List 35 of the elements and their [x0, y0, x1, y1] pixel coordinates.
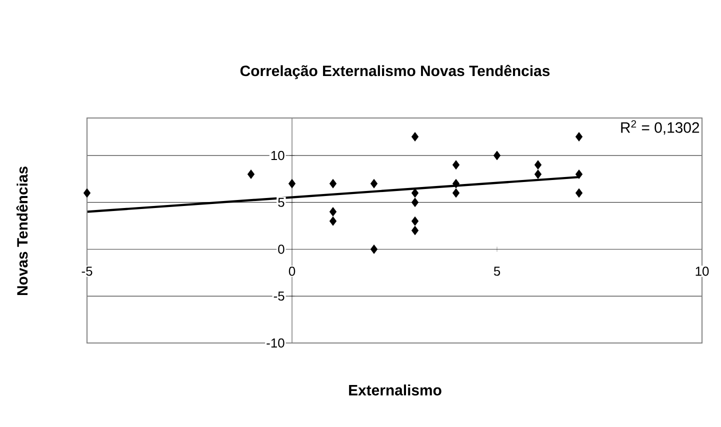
y-tick-label: 5	[278, 198, 284, 207]
point	[411, 132, 419, 142]
y-axis-title: Novas Tendências	[16, 166, 28, 296]
point	[452, 178, 460, 188]
y-tick-label: -5	[274, 292, 284, 301]
x-axis-title: Externalismo	[349, 384, 442, 396]
point	[452, 160, 460, 170]
point	[411, 226, 419, 236]
point	[288, 178, 296, 188]
point	[534, 160, 542, 170]
x-tick-label: 5	[494, 266, 500, 276]
point	[534, 170, 542, 179]
x-tick-label: 0	[288, 266, 296, 276]
point	[411, 198, 419, 208]
point	[329, 207, 337, 216]
x-tick-label: 10	[696, 266, 709, 276]
point	[411, 188, 419, 198]
point	[247, 170, 255, 179]
y-tick-label: 10	[271, 150, 284, 160]
point	[411, 216, 419, 226]
point	[493, 150, 501, 160]
x-tick-label: -5	[82, 266, 92, 276]
point	[370, 244, 378, 254]
point	[83, 188, 91, 198]
chart-title: Correlação Externalismo Novas Tendências	[240, 64, 550, 80]
point	[575, 132, 583, 142]
y-tick-label: -10	[266, 338, 284, 348]
y-tick-label: 0	[278, 244, 284, 254]
point	[575, 188, 583, 198]
point	[575, 170, 583, 179]
annotation: R$^{2}$ = 0,1302	[621, 120, 700, 135]
point	[452, 188, 460, 198]
point	[370, 178, 378, 188]
point	[329, 216, 337, 226]
point	[329, 178, 337, 188]
